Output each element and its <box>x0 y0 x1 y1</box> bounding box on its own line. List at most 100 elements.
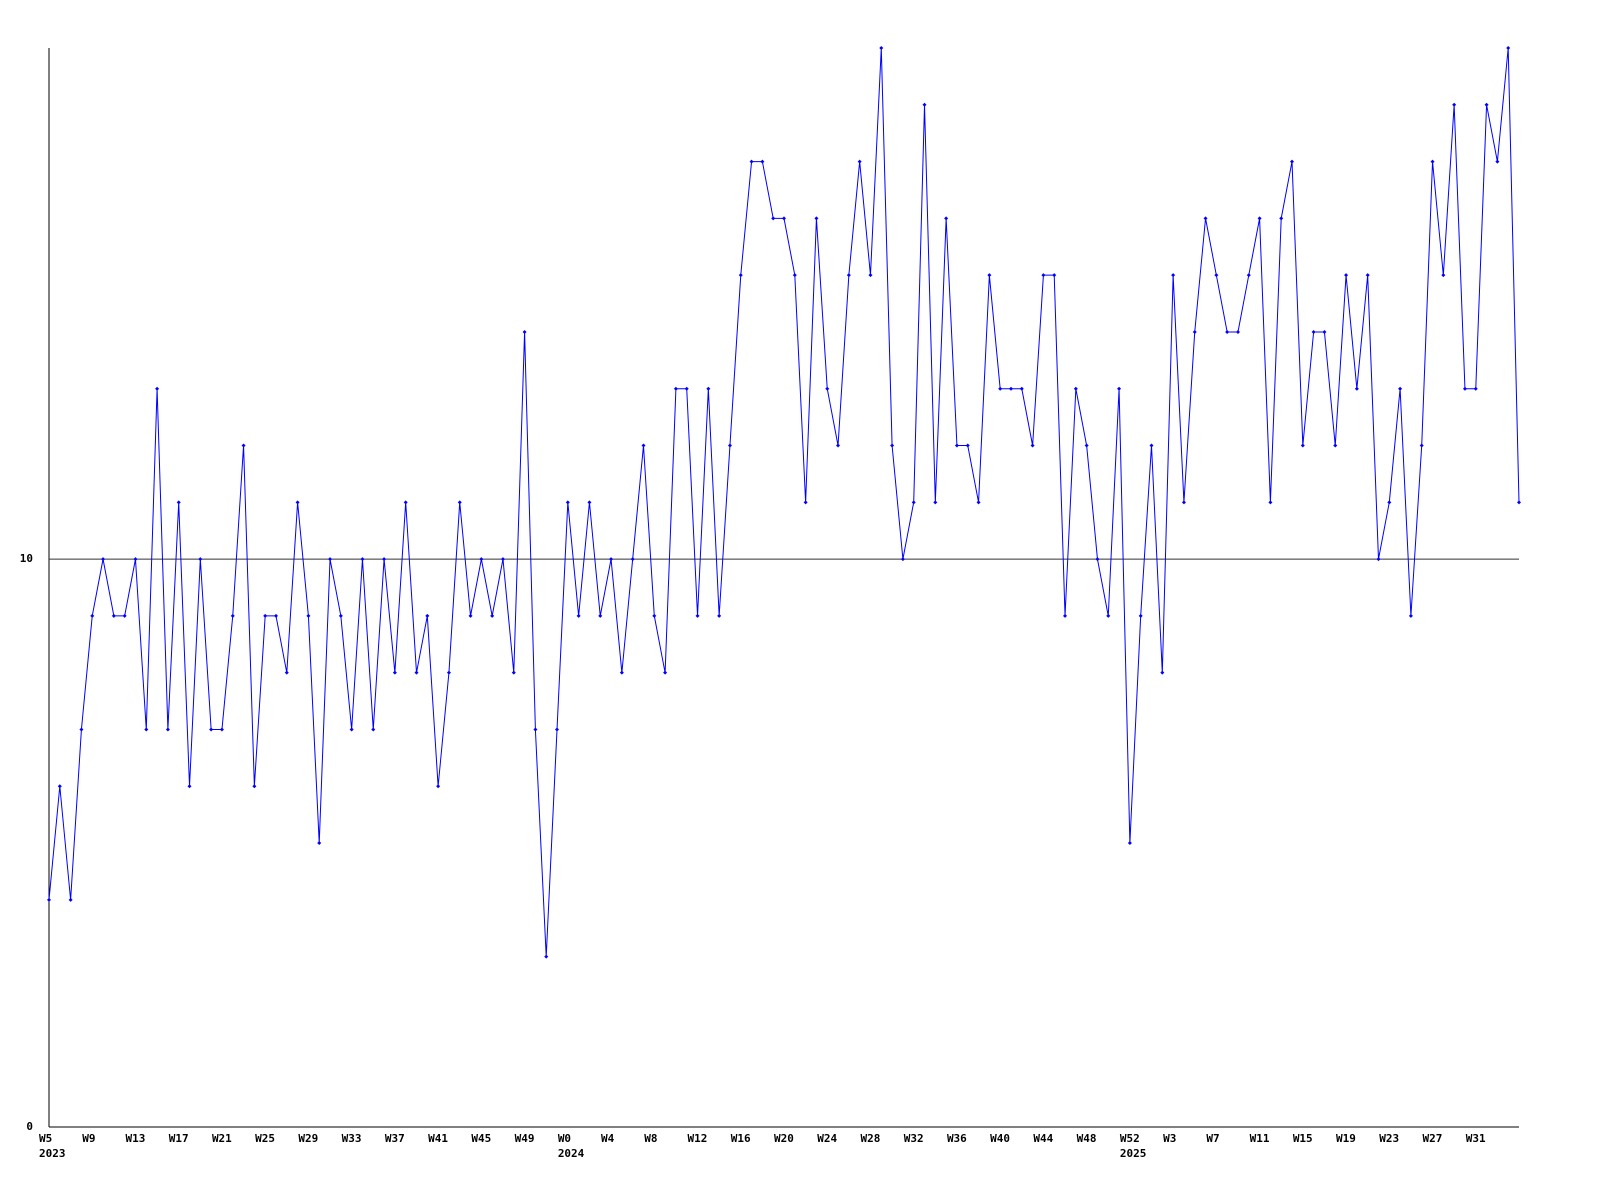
point-marker <box>306 613 311 618</box>
point-marker <box>598 613 603 618</box>
point-marker <box>836 443 841 448</box>
point-marker <box>90 613 95 618</box>
point-marker <box>479 557 484 562</box>
point-marker <box>446 670 451 675</box>
point-marker <box>717 613 722 618</box>
x-tick-label: W48 <box>1077 1132 1097 1145</box>
point-marker <box>338 613 343 618</box>
x-tick-label: W44 <box>1033 1132 1053 1145</box>
point-marker <box>771 216 776 221</box>
point-marker <box>403 500 408 505</box>
point-marker <box>706 386 711 391</box>
point-marker <box>846 273 851 278</box>
point-marker <box>144 727 149 732</box>
point-marker <box>652 613 657 618</box>
x-tick-label: W28 <box>860 1132 880 1145</box>
point-marker <box>890 443 895 448</box>
point-marker <box>1473 386 1478 391</box>
x-tick-label: W3 <box>1163 1132 1176 1145</box>
x-tick-label: W37 <box>385 1132 405 1145</box>
point-marker <box>1495 159 1500 164</box>
point-marker <box>122 613 127 618</box>
point-marker <box>987 273 992 278</box>
point-marker <box>101 557 106 562</box>
x-tick-label: W27 <box>1423 1132 1443 1145</box>
point-marker <box>641 443 646 448</box>
point-marker <box>576 613 581 618</box>
x-tick-label: W11 <box>1250 1132 1270 1145</box>
x-tick-label: W36 <box>947 1132 967 1145</box>
point-marker <box>371 727 376 732</box>
point-marker <box>155 386 160 391</box>
point-marker <box>1073 386 1078 391</box>
x-tick-label: W52 <box>1120 1132 1140 1145</box>
point-marker <box>436 784 441 789</box>
x-tick-label: W7 <box>1206 1132 1219 1145</box>
x-tick-label: W5 <box>39 1132 52 1145</box>
point-marker <box>1203 216 1208 221</box>
point-marker <box>965 443 970 448</box>
point-marker <box>1149 443 1154 448</box>
point-marker <box>1462 386 1467 391</box>
point-marker <box>360 557 365 562</box>
point-marker <box>317 841 322 846</box>
x-tick-label: W13 <box>125 1132 145 1145</box>
point-marker <box>1441 273 1446 278</box>
x-tick-label: W32 <box>904 1132 924 1145</box>
point-marker <box>868 273 873 278</box>
point-marker <box>1506 46 1511 50</box>
point-marker <box>79 727 84 732</box>
point-marker <box>209 727 214 732</box>
point-marker <box>1311 329 1316 334</box>
x-tick-label: W19 <box>1336 1132 1356 1145</box>
point-marker <box>241 443 246 448</box>
y-tick-label: 10 <box>20 552 33 565</box>
point-marker <box>1138 613 1143 618</box>
x-tick-label: W33 <box>342 1132 362 1145</box>
point-marker <box>328 557 333 562</box>
point-marker <box>933 500 938 505</box>
point-marker <box>457 500 462 505</box>
point-marker <box>1279 216 1284 221</box>
point-marker <box>500 557 505 562</box>
point-marker <box>911 500 916 505</box>
x-tick-label: W8 <box>644 1132 657 1145</box>
point-marker <box>1376 557 1381 562</box>
point-marker <box>695 613 700 618</box>
point-marker <box>1387 500 1392 505</box>
point-marker <box>414 670 419 675</box>
point-marker <box>273 613 278 618</box>
x-tick-label: W15 <box>1293 1132 1313 1145</box>
year-label: 2024 <box>558 1147 585 1160</box>
point-marker <box>1192 329 1197 334</box>
point-marker <box>673 386 678 391</box>
point-marker <box>490 613 495 618</box>
point-marker <box>1354 386 1359 391</box>
point-marker <box>57 784 62 789</box>
point-marker <box>619 670 624 675</box>
point-marker <box>565 500 570 505</box>
point-marker <box>782 216 786 221</box>
point-marker <box>879 46 884 50</box>
x-tick-label: W0 <box>558 1132 571 1145</box>
point-marker <box>727 443 732 448</box>
point-marker <box>263 613 268 618</box>
point-marker <box>857 159 862 164</box>
point-marker <box>1171 273 1176 278</box>
point-marker <box>1246 273 1251 278</box>
point-marker <box>922 102 927 107</box>
point-marker <box>1052 273 1057 278</box>
x-tick-label: W4 <box>601 1132 615 1145</box>
point-marker <box>47 897 51 902</box>
point-marker <box>976 500 981 505</box>
point-marker <box>533 727 538 732</box>
point-marker <box>587 500 592 505</box>
point-marker <box>392 670 397 675</box>
point-marker <box>749 159 754 164</box>
point-marker <box>814 216 819 221</box>
x-tick-label: W20 <box>774 1132 794 1145</box>
point-marker <box>230 613 235 618</box>
point-marker <box>1160 670 1165 675</box>
point-marker <box>176 500 181 505</box>
point-marker <box>187 784 192 789</box>
